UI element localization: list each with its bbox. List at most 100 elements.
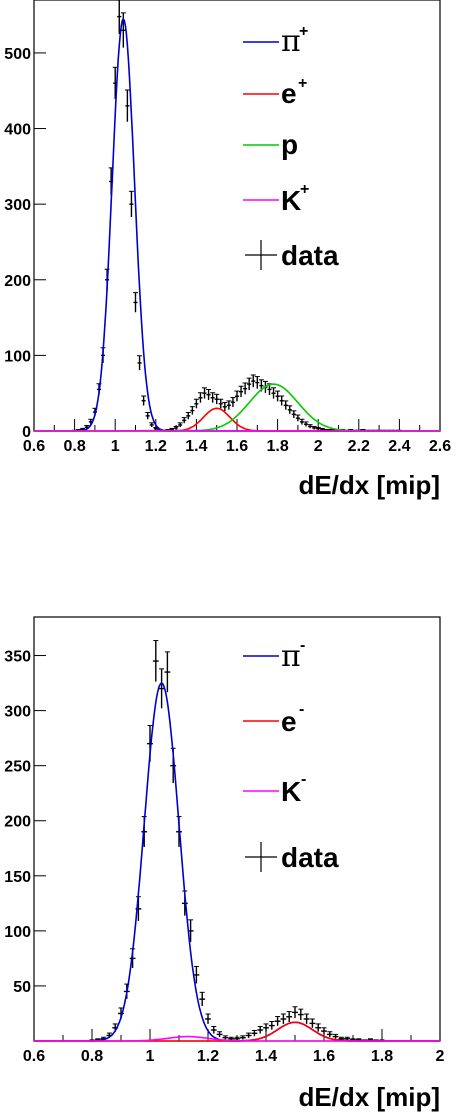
data-point — [251, 1029, 258, 1037]
legend-item-data: data — [245, 240, 339, 271]
data-point — [226, 400, 232, 410]
data-point — [230, 397, 236, 407]
panel-2-legend: π - e - K - data — [243, 637, 339, 873]
legend-label-e-plus: e — [281, 78, 297, 109]
data-point — [164, 651, 171, 693]
fit-curve — [34, 682, 440, 1042]
y-tick-label: 150 — [4, 869, 31, 886]
data-point — [202, 387, 208, 399]
x-tick-label: 1.4 — [185, 438, 207, 455]
data-point — [117, 0, 122, 35]
legend-sup-pi-plus: + — [299, 23, 308, 40]
legend-label-e-minus: e — [281, 706, 297, 737]
data-point — [299, 418, 305, 425]
data-point — [185, 411, 191, 420]
data-point — [218, 398, 224, 409]
data-point — [286, 1011, 293, 1022]
data-point — [311, 425, 317, 430]
data-point — [283, 400, 289, 410]
x-tick-label: 2.2 — [348, 438, 370, 455]
panel-2-data-points — [89, 640, 385, 1042]
data-point — [242, 382, 248, 395]
legend-item-data: data — [245, 842, 339, 873]
legend-sup-e-minus: - — [299, 701, 304, 718]
data-point — [268, 1021, 275, 1030]
data-point — [234, 390, 240, 402]
x-tick-label: 1.8 — [371, 1048, 393, 1065]
x-tick-label: 1.6 — [313, 1048, 335, 1065]
legend-item-pi-minus: π - — [243, 637, 305, 674]
y-tick-label: 200 — [4, 273, 31, 290]
data-point — [216, 1031, 223, 1038]
fit-curve — [34, 17, 440, 432]
data-point — [315, 1023, 322, 1032]
panel-1-data-points — [72, 0, 402, 432]
data-point — [280, 1013, 287, 1024]
x-tick-label: 1.2 — [145, 438, 167, 455]
x-tick-label: 1 — [111, 438, 120, 455]
x-tick-label: 0.6 — [23, 438, 45, 455]
data-point — [321, 1027, 327, 1035]
legend-sup-k-plus: + — [300, 181, 309, 198]
panel-1-fit-curves — [34, 17, 440, 432]
data-point — [145, 411, 151, 420]
legend-label-p: p — [281, 129, 298, 160]
data-point — [275, 390, 281, 402]
data-point — [297, 1008, 304, 1020]
x-tick-label: 1.4 — [255, 1048, 277, 1065]
x-tick-label: 0.8 — [63, 438, 85, 455]
x-tick-label: 0.8 — [81, 1048, 103, 1065]
legend-item-pi-plus: π + — [243, 23, 308, 59]
data-point — [254, 376, 260, 389]
y-tick-label: 50 — [13, 979, 31, 996]
data-point — [287, 405, 293, 414]
x-tick-label: 2 — [436, 1048, 445, 1065]
data-point — [315, 426, 321, 431]
data-point — [234, 1036, 240, 1041]
legend-label-k-plus: K — [281, 185, 301, 216]
data-point — [245, 1032, 252, 1038]
x-tick-label: 2.6 — [429, 438, 451, 455]
legend-label-data: data — [281, 240, 339, 271]
legend-sup-k-minus: - — [301, 771, 306, 788]
panel-2-fit-curves — [34, 682, 440, 1042]
data-point — [141, 395, 147, 406]
data-point — [250, 374, 256, 388]
data-point — [271, 387, 277, 399]
data-point — [291, 410, 297, 418]
data-point — [214, 393, 220, 405]
x-tick-label: 2 — [314, 438, 323, 455]
data-point — [263, 1023, 269, 1032]
data-point — [205, 1013, 211, 1024]
data-point — [193, 965, 200, 984]
data-point — [292, 1006, 298, 1018]
data-point — [309, 1018, 316, 1028]
data-point — [189, 406, 195, 415]
x-tick-label: 2.4 — [388, 438, 410, 455]
legend-item-e-plus: e + — [243, 75, 307, 109]
legend-item-e-minus: e - — [243, 701, 304, 737]
panel-1-legend: π + e + p K + data — [243, 23, 339, 271]
data-point — [303, 1013, 310, 1024]
data-point — [239, 1035, 246, 1040]
legend-sup-e-plus: + — [298, 75, 307, 92]
data-point — [206, 388, 212, 400]
data-point — [222, 1035, 229, 1040]
data-point — [197, 392, 203, 403]
data-point — [319, 427, 325, 431]
y-tick-label: 350 — [4, 649, 31, 666]
panel-1-x-axis-title: dE/dx [mip] — [298, 470, 440, 500]
data-point — [210, 392, 216, 403]
data-point — [193, 398, 199, 409]
legend-sup-pi-minus: - — [300, 637, 305, 654]
x-tick-label: 0.6 — [23, 1048, 45, 1065]
data-point — [210, 1025, 217, 1034]
panel-2: 0.6 0.8 1 1.2 1.4 1.6 1.8 250100150200250300350… — [4, 616, 445, 1112]
data-point — [303, 421, 309, 427]
x-tick-label: 1 — [146, 1048, 155, 1065]
data-point — [137, 355, 143, 371]
data-point — [295, 414, 301, 422]
data-point — [344, 1036, 351, 1041]
x-tick-label: 1.2 — [197, 1048, 219, 1065]
